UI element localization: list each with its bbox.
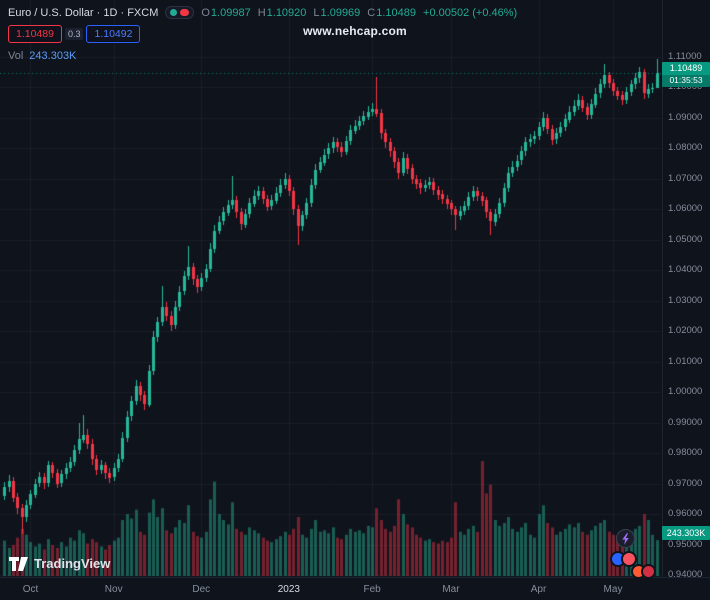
ohlc-low: L1.09969 <box>313 7 360 19</box>
chart-legend: Euro / U.S. Dollar · 1D · FXCM O1.09987 … <box>8 6 517 62</box>
price-axis-label: 1.01000 <box>668 355 703 367</box>
price-axis-label: 1.11000 <box>668 51 702 62</box>
price-axis-label: 1.08000 <box>668 142 703 154</box>
close-label: C <box>367 6 376 19</box>
price-axis-label: 1.00000 <box>668 386 703 398</box>
ohlc-open: O1.09987 <box>201 7 250 19</box>
low-value: 1.09969 <box>320 6 361 19</box>
tradingview-logo-text: TradingView <box>34 556 111 571</box>
high-value: 1.10920 <box>266 6 307 19</box>
price-axis-label: 0.98000 <box>668 447 703 459</box>
last-price-value: 1.10489 <box>662 61 710 75</box>
time-axis-label: May <box>603 584 623 595</box>
price-axis-label: 0.99000 <box>668 416 703 428</box>
time-axis-label: Mar <box>442 584 460 595</box>
symbol-row: Euro / U.S. Dollar · 1D · FXCM O1.09987 … <box>8 6 517 19</box>
time-axis-label: 2023 <box>277 584 300 595</box>
price-axis-label: 0.94000 <box>668 569 703 580</box>
reaction-bubble-red-icon[interactable] <box>621 551 637 567</box>
price-axis-label: 1.04000 <box>668 264 703 276</box>
price-axis-label: 1.07000 <box>668 172 703 184</box>
price-axis-label: 1.10000 <box>668 81 703 93</box>
price-axis-label: 0.96000 <box>668 508 703 520</box>
time-axis-label: Nov <box>104 584 123 595</box>
volume-label: Vol <box>8 50 24 62</box>
toggle-red-dot-icon <box>180 9 190 16</box>
low-label: L <box>313 6 320 19</box>
tradingview-logo[interactable]: TradingView <box>9 556 110 571</box>
price-axis[interactable]: 1.11000 1.10000 1.09000 1.08000 1.07000 1.060… <box>662 0 710 600</box>
open-label: O <box>201 6 210 19</box>
reaction-bubble-crimson-icon[interactable] <box>641 564 656 579</box>
price-axis-label: 1.09000 <box>668 111 703 123</box>
buy-sell-toggle[interactable] <box>165 6 195 19</box>
volume-value: 243.303K <box>29 50 77 62</box>
time-axis-label: Apr <box>530 584 547 595</box>
sell-button[interactable]: 1.10489 <box>8 25 62 43</box>
volume-legend-row: Vol 243.303K <box>8 50 517 62</box>
open-value: 1.09987 <box>210 6 251 19</box>
quote-row: 1.10489 0.3 1.10492 <box>8 25 517 43</box>
price-axis-label: 0.95000 <box>668 538 703 550</box>
buy-button[interactable]: 1.10492 <box>86 25 141 43</box>
toggle-green-dot-icon <box>170 9 178 16</box>
ohlc-close: C1.10489 <box>367 7 416 19</box>
boost-button[interactable] <box>616 529 635 548</box>
watermark: www.nehcap.com <box>303 24 407 38</box>
time-axis-label: Oct <box>22 584 39 595</box>
symbol-title[interactable]: Euro / U.S. Dollar · 1D · FXCM <box>8 6 159 19</box>
high-label: H <box>257 6 266 19</box>
tradingview-logo-icon <box>9 556 28 571</box>
volume-badge: 243.303K <box>662 526 710 541</box>
ohlc-high: H1.10920 <box>258 7 307 19</box>
change-value: +0.00502 (+0.46%) <box>423 6 518 19</box>
lightning-icon <box>622 532 629 545</box>
last-price-badge: 1.10489 01:35:53 <box>662 61 710 87</box>
time-axis[interactable]: Oct Nov Dec 2023 Feb Mar Apr May <box>0 577 710 600</box>
spread-value: 0.3 <box>64 28 84 40</box>
price-axis-label: 1.05000 <box>668 233 703 245</box>
price-axis-label: 0.97000 <box>668 477 703 489</box>
price-axis-label: 1.03000 <box>668 294 703 306</box>
bar-countdown: 01:35:53 <box>662 74 710 87</box>
price-axis-label: 1.06000 <box>668 203 703 215</box>
time-axis-label: Feb <box>363 584 381 595</box>
time-axis-label: Dec <box>192 584 211 595</box>
price-axis-label: 1.02000 <box>668 325 703 337</box>
close-value: 1.10489 <box>376 6 417 19</box>
